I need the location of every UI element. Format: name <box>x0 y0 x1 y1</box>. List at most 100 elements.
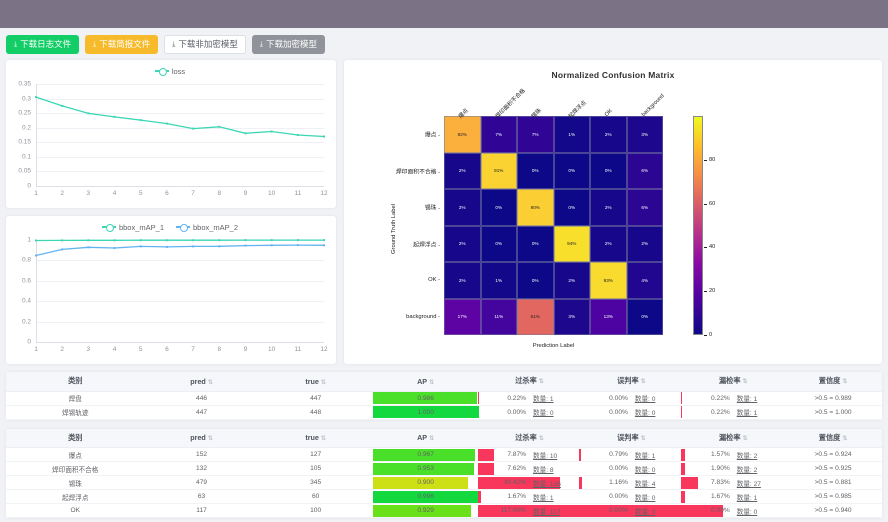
overkill-count: 数量: 0 <box>533 410 554 417</box>
overkill-percent: 39.42% <box>503 479 527 486</box>
cell-true: 105 <box>258 461 373 476</box>
table-header-7[interactable]: 置信度 ⇅ <box>784 372 882 392</box>
legend-marker-icon <box>101 224 116 231</box>
loss-chart-legend: loss <box>10 64 330 78</box>
miss-count: 数量: 2 <box>736 452 758 460</box>
heatmap-y-tick-label: 起焊浮点 ‑ <box>413 242 440 249</box>
misjudge-percent: 0.00% <box>609 465 628 472</box>
sort-icon[interactable]: ⇅ <box>320 379 326 386</box>
table-header-5[interactable]: 误判率 ⇅ <box>580 372 683 392</box>
overkill-percent: 7.62% <box>507 465 527 472</box>
cell-overkill: 0.00% 数量: 0 <box>478 405 581 420</box>
sort-icon[interactable]: ⇅ <box>742 379 748 386</box>
download-unencrypted-model-button[interactable]: ⤓ 下载非加密模型 <box>164 34 246 54</box>
overkill-bar <box>477 504 724 517</box>
table-header-2[interactable]: true ⇅ <box>258 428 373 448</box>
overkill-count: 数量: 136 <box>533 480 561 488</box>
sort-icon[interactable]: ⇅ <box>842 379 848 386</box>
table-header-7[interactable]: 置信度 ⇅ <box>784 428 882 448</box>
download-icon: ⤓ <box>93 40 97 48</box>
miss-percent: 1.67% <box>711 493 730 500</box>
download-report-file-button[interactable]: ⤓ 下载简报文件 <box>85 34 159 54</box>
download-toolbar: ⤓ 下载日志文件 ⤓ 下载简报文件 ⤓ 下载非加密模型 ⤓ 下载加密模型 <box>0 28 888 60</box>
sort-icon[interactable]: ⇅ <box>207 436 213 443</box>
heatmap-cell: 0% <box>517 225 554 262</box>
gridline <box>36 321 324 323</box>
download-log-file-button[interactable]: ⤓ 下载日志文件 <box>6 34 80 54</box>
loss-plot-area: 0 0.05 0.1 0.15 0.2 0.25 0.3 0.35 1 2 3 4 5 6 7 8 9 10 11 1… <box>10 78 330 202</box>
sort-icon[interactable]: ⇅ <box>538 379 544 386</box>
x-axis-tick-label: 12 <box>320 190 328 197</box>
table-row[interactable]: OK 117 100 0.929 117.00% 数量: 117 0.00% 数量: 0 0.0… <box>6 503 882 518</box>
table-header-3[interactable]: AP ⇅ <box>372 428 479 448</box>
heatmap-cell: 2% <box>444 189 481 226</box>
map-plot-area: 0 0.2 0.4 0.6 0.8 1 1 2 3 4 5 6 7 8 9 10 11 12 <box>10 234 330 358</box>
table-row[interactable]: 锡珠 479 345 0.900 39.42% 数量: 136 1.16% 数量: 4 7.83… <box>6 475 882 490</box>
cell-misjudge: 0.00% 数量: 0 <box>580 461 683 476</box>
map-chart-card: bbox_mAP_1 bbox_mAP_2 0 0.2 0.4 0.6 0.8 1 1 2 3 4… <box>6 216 336 364</box>
sort-icon[interactable]: ⇅ <box>640 435 646 442</box>
table-row[interactable]: 焊锡轨迹 447 448 1.000 0.00% 数量: 0 0.00% 数量: 0 0.22%… <box>6 405 882 420</box>
table-row[interactable]: 起焊浮点 63 60 0.996 1.67% 数量: 1 0.00% 数量: 0 1.67% 数量… <box>6 489 882 504</box>
cell-pred: 117 <box>144 503 259 518</box>
ap-value: 0.953 <box>417 465 434 472</box>
cell-pred: 446 <box>144 391 259 406</box>
sort-icon[interactable]: ⇅ <box>640 379 646 386</box>
table-header-3[interactable]: AP ⇅ <box>372 372 479 392</box>
cell-misjudge: 0.79% 数量: 1 <box>579 447 683 462</box>
sort-icon[interactable]: ⇅ <box>429 379 435 386</box>
colorbar-tick-label: 80 <box>709 156 716 163</box>
ap-value: 0.900 <box>417 479 434 486</box>
heatmap-cell: 6% <box>626 152 663 189</box>
heatmap-cell: 0% <box>553 152 590 189</box>
heatmap-cell: 2% <box>553 262 590 299</box>
sort-icon[interactable]: ⇅ <box>207 379 213 386</box>
cell-misjudge: 0.00% 数量: 0 <box>580 503 683 518</box>
map-chart-legend: bbox_mAP_1 bbox_mAP_2 <box>10 220 330 234</box>
table-row[interactable]: 焊盘 446 447 0.986 0.22% 数量: 1 0.00% 数量: 0 0.22% 数量… <box>6 391 882 406</box>
download-encrypted-model-button[interactable]: ⤓ 下载加密模型 <box>251 34 325 54</box>
table-row[interactable]: 焊印面积不合格 132 105 0.953 7.62% 数量: 8 0.00% 数量: 0 1.… <box>6 461 882 476</box>
table-header-5[interactable]: 误判率 ⇅ <box>580 428 683 448</box>
y-axis-tick-label: 0.4 <box>21 297 31 305</box>
table-header-1[interactable]: pred ⇅ <box>144 428 259 448</box>
x-axis-tick-label: 3 <box>86 346 91 353</box>
y-axis-tick-label: 0.35 <box>18 80 31 88</box>
table-header-4[interactable]: 过杀率 ⇅ <box>478 372 581 392</box>
legend-item-bbox-map-2[interactable]: bbox_mAP_2 <box>176 223 238 232</box>
sort-icon[interactable]: ⇅ <box>842 435 848 442</box>
sort-icon[interactable]: ⇅ <box>429 436 435 443</box>
table-header-4[interactable]: 过杀率 ⇅ <box>478 428 581 448</box>
miss-percent: 0.22% <box>711 408 730 416</box>
miss-bar <box>681 462 686 475</box>
sort-icon[interactable]: ⇅ <box>538 435 544 442</box>
cell-ap: 0.900 <box>372 475 479 490</box>
x-axis-tick-label: 3 <box>86 190 91 197</box>
table-header-6[interactable]: 漏检率 ⇅ <box>682 372 785 392</box>
x-axis-tick-label: 9 <box>243 190 248 197</box>
heatmap-cell: 93% <box>590 262 627 299</box>
heatmap-cell: 2% <box>590 116 627 153</box>
legend-item-bbox-map-1[interactable]: bbox_mAP_1 <box>101 223 164 232</box>
summary-table: 类别 pred ⇅ true ⇅ AP ⇅ 过杀率 ⇅ 误判率 ⇅ 漏检率 ⇅ 置信度 ⇅ 焊盘 446 447 0… <box>6 372 882 420</box>
table-header-6[interactable]: 漏检率 ⇅ <box>682 428 785 448</box>
sort-icon[interactable]: ⇅ <box>742 435 748 442</box>
sort-icon[interactable]: ⇅ <box>320 436 326 443</box>
x-axis-tick-label: 4 <box>112 346 117 353</box>
cell-miss: 1.67% 数量: 1 <box>681 489 785 504</box>
x-axis-tick-label: 5 <box>138 190 143 197</box>
heatmap-cell: 2% <box>444 262 481 299</box>
table-row[interactable]: 爆点 152 127 0.967 7.87% 数量: 10 0.79% 数量: 1 1.57% 数… <box>6 447 882 462</box>
heatmap-colorbar <box>693 116 703 335</box>
table-header-1[interactable]: pred ⇅ <box>144 372 259 392</box>
table-header-2[interactable]: true ⇅ <box>258 372 373 392</box>
cell-overkill: 117.00% 数量: 117 <box>477 503 724 518</box>
overkill-count: 数量: 8 <box>533 466 554 474</box>
heatmap-cell: 1% <box>553 116 590 153</box>
y-axis-tick-label: 0.6 <box>21 277 31 285</box>
heatmap-cell: 1% <box>480 262 517 299</box>
legend-item-loss[interactable]: loss <box>154 67 185 76</box>
heatmap-y-tick-label: OK ‑ <box>428 277 440 284</box>
heatmap-grid: 82% 7% 7% 1% 2% 3% 2% 91% 0% 0% 0% 6% 2% 0% 90% 0% 2% 6% 2… <box>444 116 663 335</box>
confusion-matrix-card: Normalized Confusion Matrix 82% 7% 7% 1% 2% 3… <box>344 60 882 364</box>
